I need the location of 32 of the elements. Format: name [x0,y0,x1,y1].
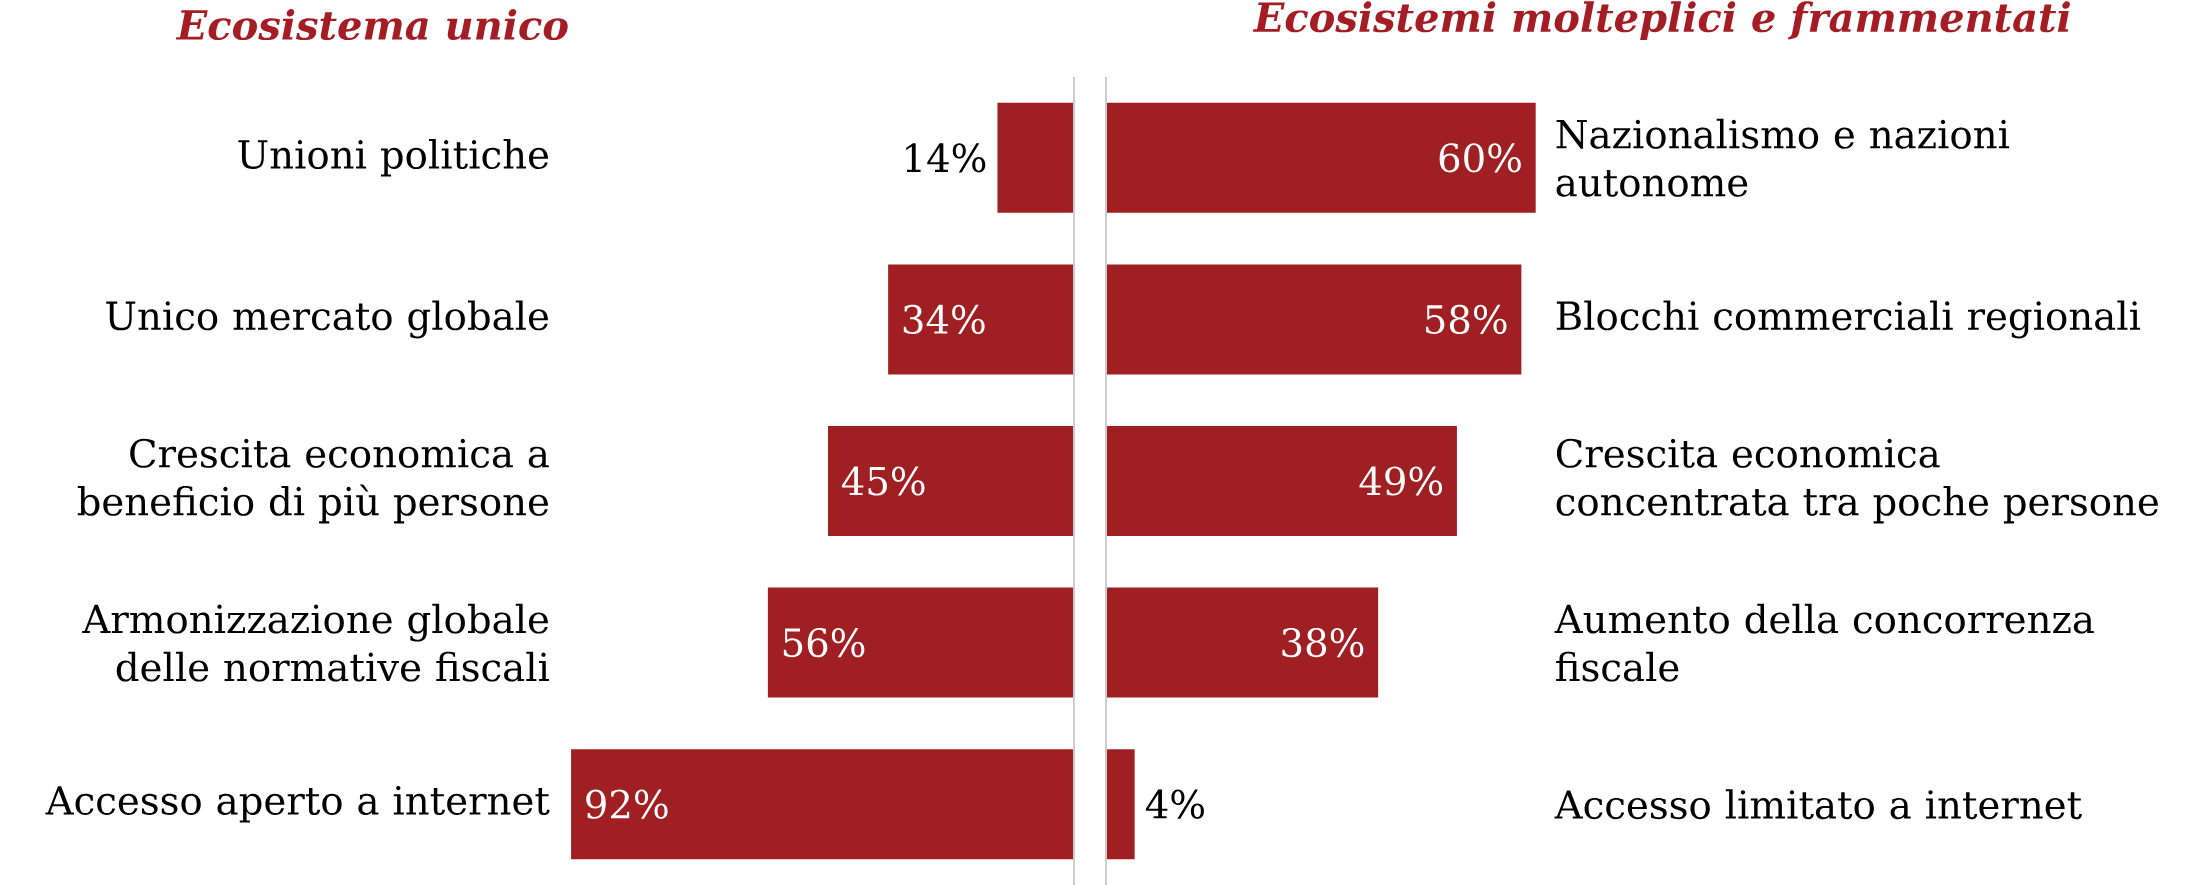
y-tick-label: Unico mercato globale [106,300,548,339]
data-label: 45% [841,466,925,496]
data-label: 34% [903,304,985,335]
bar [1106,426,1457,536]
data-label: 60% [1439,143,1521,173]
y-tick-label: Armonizzazione globale delle normative fiscali [82,603,550,682]
y-tick-label: Nazionalismo e nazioni autonome [1556,118,2010,197]
bar [1106,264,1522,375]
bar [827,426,1074,536]
data-label: 92% [586,789,668,819]
y-tick-label: Blocchi commerciali regionali [1556,300,2141,339]
y-tick-label: Aumento della concorrenza fiscale [1554,603,2094,682]
data-label: 58% [1425,304,1507,335]
data-label: 56% [783,627,865,658]
bar [1106,749,1135,860]
data-label: 14% [906,143,986,173]
bar [997,102,1074,213]
bar [1106,102,1536,213]
y-tick-label: Crescita economica concentrata tra poche persone [1556,438,2158,524]
bar [888,264,1074,375]
y-tick-label: Accesso aperto a internet [45,785,550,823]
data-label: 49% [1359,466,1443,496]
chart-title: Ecosistema unico [175,9,568,41]
data-label: 4% [1145,789,1204,819]
data-label: 38% [1282,627,1364,658]
y-tick-label: Crescita economica a beneficio di più persone [77,438,549,524]
bar [571,749,1074,860]
bar [767,587,1074,698]
bar [1106,587,1379,698]
y-tick-label: Accesso limitato a internet [1554,789,2082,820]
text: Ecosistemi molteplici e frammentati [1252,1,2070,41]
y-tick-label: Unioni politiche [238,139,549,177]
